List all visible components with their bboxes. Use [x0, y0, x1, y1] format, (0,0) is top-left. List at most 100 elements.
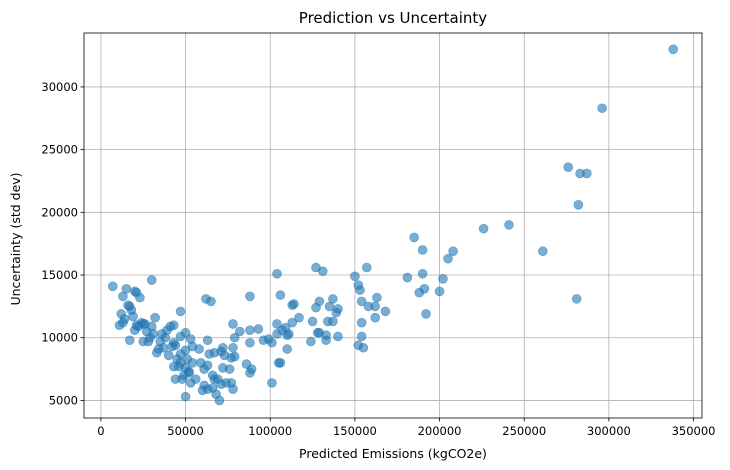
data-point — [184, 368, 194, 378]
data-point — [146, 275, 157, 285]
y-tick-label: 30000 — [41, 80, 78, 94]
data-point — [272, 329, 282, 339]
chart-title: Prediction vs Uncertainty — [299, 9, 488, 27]
data-point — [258, 335, 269, 346]
data-point — [224, 364, 235, 374]
data-point — [287, 317, 298, 328]
data-point — [275, 290, 286, 300]
data-point — [331, 307, 342, 318]
data-point — [478, 223, 489, 234]
data-point — [185, 334, 196, 344]
data-point — [123, 300, 133, 310]
data-point — [202, 335, 213, 346]
data-point — [228, 384, 238, 394]
plot-frame — [83, 32, 703, 419]
data-point — [438, 273, 448, 284]
data-point — [121, 284, 132, 294]
data-point — [107, 281, 118, 292]
data-point — [114, 320, 125, 330]
data-points — [107, 44, 679, 406]
data-point — [311, 302, 321, 313]
data-point — [350, 271, 360, 282]
data-point — [228, 342, 238, 353]
y-axis-label: Uncertainty (std dev) — [8, 172, 23, 305]
data-point — [158, 342, 169, 353]
data-point — [167, 341, 177, 352]
x-tick-label: 150000 — [333, 424, 377, 438]
data-point — [434, 286, 445, 297]
data-point — [333, 331, 343, 342]
y-tick-label: 10000 — [41, 331, 78, 345]
data-point — [253, 324, 264, 334]
data-point — [204, 349, 215, 359]
data-point — [409, 232, 419, 243]
data-point — [355, 285, 365, 295]
data-point — [228, 319, 238, 329]
data-point — [229, 332, 240, 343]
data-point — [597, 103, 607, 114]
y-tick-label: 20000 — [41, 205, 78, 219]
data-point — [140, 319, 150, 329]
data-point — [267, 378, 277, 388]
data-point — [202, 360, 213, 371]
data-point — [124, 335, 135, 346]
data-point — [245, 291, 255, 302]
data-point — [175, 331, 186, 342]
data-point — [245, 337, 255, 348]
data-point — [170, 374, 181, 384]
data-point — [317, 266, 328, 277]
data-point — [116, 309, 127, 319]
data-point — [573, 200, 584, 210]
data-point — [563, 162, 574, 172]
y-tick-label: 15000 — [41, 268, 78, 282]
data-point — [370, 312, 381, 323]
data-point — [402, 272, 413, 283]
data-point — [175, 306, 186, 317]
data-point — [421, 309, 431, 319]
x-tick-label: 250000 — [502, 424, 546, 438]
data-point — [197, 385, 208, 396]
data-point — [370, 301, 381, 312]
data-point — [307, 316, 318, 327]
data-point — [131, 287, 142, 298]
data-point — [128, 311, 138, 322]
data-point — [417, 268, 428, 279]
data-point — [131, 320, 142, 330]
data-point — [180, 391, 191, 402]
data-point — [185, 378, 196, 388]
data-point — [150, 312, 160, 323]
data-point — [328, 316, 338, 327]
data-point — [275, 358, 286, 368]
data-point — [219, 350, 230, 361]
data-point — [143, 336, 154, 347]
data-point — [241, 359, 252, 369]
x-tick-label: 200000 — [418, 424, 462, 438]
x-tick-label: 350000 — [672, 424, 716, 438]
data-point — [206, 296, 216, 307]
y-tick-label: 5000 — [49, 393, 78, 407]
data-point — [163, 350, 174, 361]
grid — [84, 33, 702, 418]
data-point — [294, 312, 304, 323]
x-tick-label: 300000 — [587, 424, 631, 438]
data-point — [314, 327, 325, 338]
data-point — [152, 347, 162, 358]
data-point — [306, 336, 316, 347]
data-point — [448, 246, 458, 257]
data-point — [372, 292, 382, 303]
data-point — [582, 168, 592, 179]
data-point — [358, 342, 369, 353]
data-point — [414, 287, 425, 298]
data-point — [356, 317, 367, 328]
data-point — [245, 325, 255, 336]
x-tick-label: 50000 — [167, 424, 204, 438]
data-point — [356, 331, 367, 342]
data-point — [267, 337, 277, 348]
data-point — [417, 245, 428, 255]
data-point — [538, 246, 548, 257]
data-point — [571, 294, 582, 304]
data-point — [284, 329, 294, 339]
data-point — [668, 44, 679, 55]
y-tick-label: 25000 — [41, 143, 78, 157]
